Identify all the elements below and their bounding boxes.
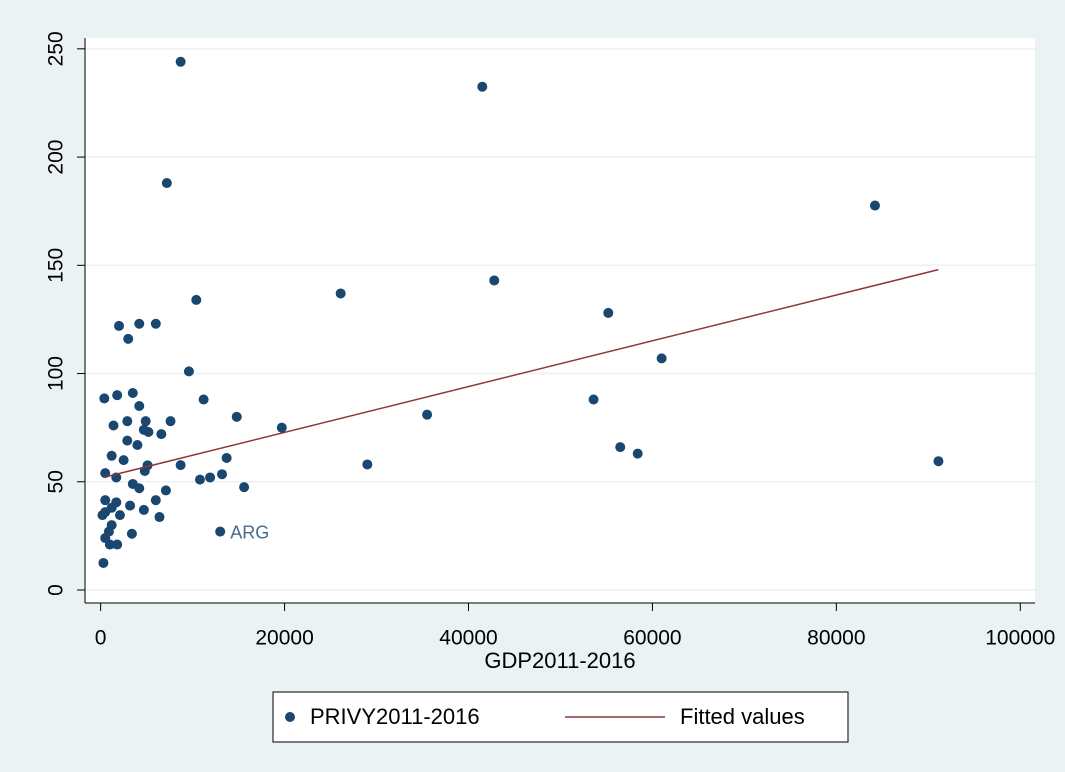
scatter-point [151, 495, 161, 505]
scatter-point [141, 416, 151, 426]
scatter-point [134, 483, 144, 493]
y-tick-label: 0 [45, 584, 68, 596]
scatter-point [127, 529, 137, 539]
scatter-point [134, 319, 144, 329]
scatter-point [205, 472, 215, 482]
scatter-point [277, 423, 287, 433]
scatter-point [119, 455, 129, 465]
scatter-point [109, 420, 119, 430]
scatter-point [161, 485, 171, 495]
scatter-point [122, 416, 132, 426]
scatter-point [112, 390, 122, 400]
y-tick-label: 100 [45, 356, 68, 391]
legend-marker [285, 712, 295, 722]
scatter-point [134, 401, 144, 411]
scatter-point [195, 475, 205, 485]
scatter-point [199, 395, 209, 405]
scatter-point [633, 449, 643, 459]
scatter-point [139, 425, 149, 435]
scatter-point [122, 436, 132, 446]
scatter-point [99, 393, 109, 403]
scatter-point [104, 527, 114, 537]
scatter-point [98, 558, 108, 568]
scatter-point [123, 334, 133, 344]
plot-area [85, 38, 1035, 603]
scatter-point [603, 308, 613, 318]
scatter-point [107, 451, 117, 461]
chart: GDP2011-2016 0 50 100 150 200 250 0 20000 40000 6… [0, 0, 1065, 772]
scatter-point [154, 512, 164, 522]
scatter-point [128, 388, 138, 398]
scatter-point [232, 412, 242, 422]
y-tick-label: 50 [45, 470, 68, 493]
x-tick-label: 20000 [255, 627, 313, 650]
scatter-point [215, 527, 225, 537]
x-tick-label: 0 [95, 627, 107, 650]
y-tick-label: 200 [45, 140, 68, 175]
scatter-point [589, 395, 599, 405]
scatter-point [162, 178, 172, 188]
scatter-point [156, 429, 166, 439]
annotation: ARG [230, 522, 269, 542]
scatter-point [191, 295, 201, 305]
x-tick-label: 60000 [623, 627, 681, 650]
y-tick-label: 250 [45, 31, 68, 66]
scatter-point [362, 459, 372, 469]
scatter-point [107, 503, 117, 513]
scatter-point [615, 442, 625, 452]
x-tick-label: 80000 [807, 627, 865, 650]
scatter-point [870, 201, 880, 211]
scatter-point [489, 275, 499, 285]
scatter-point [222, 453, 232, 463]
scatter-point [151, 319, 161, 329]
scatter-point [112, 540, 122, 550]
x-tick-label: 40000 [439, 627, 497, 650]
scatter-point [166, 416, 176, 426]
scatter-point [176, 460, 186, 470]
y-tick-label: 150 [45, 248, 68, 283]
scatter-point [114, 321, 124, 331]
scatter-point [176, 57, 186, 67]
scatter-point [933, 456, 943, 466]
scatter-point [657, 353, 667, 363]
legend-label: Fitted values [680, 704, 805, 729]
scatter-point [115, 510, 125, 520]
x-tick-label: 100000 [985, 627, 1055, 650]
scatter-point [184, 366, 194, 376]
scatter-point [125, 501, 135, 511]
scatter-point [336, 288, 346, 298]
scatter-point [132, 440, 142, 450]
scatter-point [139, 505, 149, 515]
scatter-point [422, 410, 432, 420]
scatter-point [217, 469, 227, 479]
legend-label: PRIVY2011-2016 [310, 704, 480, 729]
scatter-point [239, 482, 249, 492]
scatter-point [100, 495, 110, 505]
scatter-point [477, 82, 487, 92]
scatter-point [97, 510, 107, 520]
x-axis-title: GDP2011-2016 [484, 648, 635, 673]
